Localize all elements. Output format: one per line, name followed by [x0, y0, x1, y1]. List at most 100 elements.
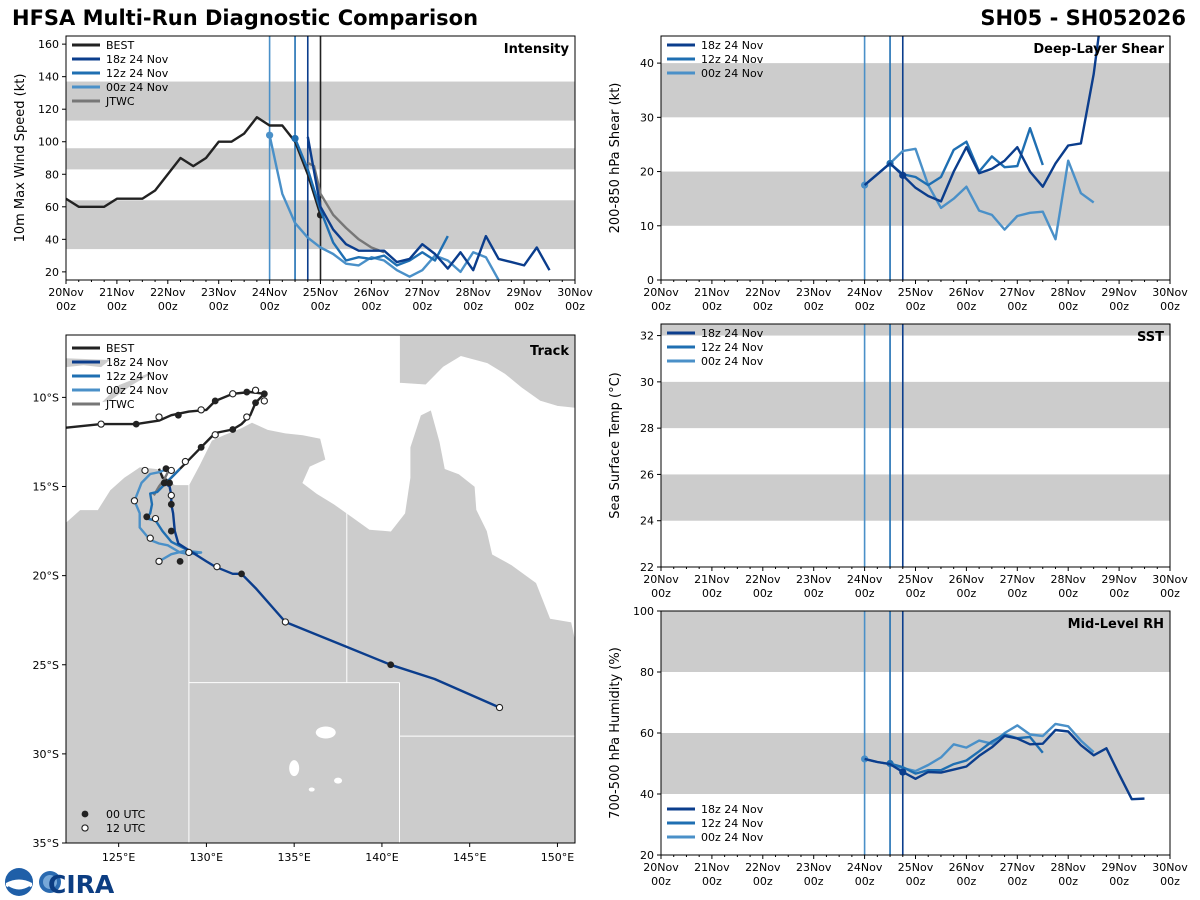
x-tick-label-hour: 00z: [209, 300, 229, 313]
x-tick-label-hour: 00z: [158, 300, 178, 313]
track-point-00utc: [160, 479, 168, 487]
island-gap: [206, 418, 233, 432]
x-tick-label-day: 21Nov: [694, 573, 730, 586]
x-tick-label-hour: 00z: [804, 875, 824, 888]
track-point-12utc: [281, 618, 290, 626]
x-tick-label-day: 20Nov: [48, 286, 84, 299]
x-tick-label-hour: 00z: [855, 587, 875, 600]
track-point-12utc: [146, 534, 154, 542]
map-frame: [65, 334, 576, 844]
legend-label: 12z 24 Nov: [106, 67, 169, 80]
x-tick-label-day: 25Nov: [898, 861, 934, 874]
legend-label: JTWC: [105, 95, 135, 108]
track-point-12utc: [181, 457, 190, 466]
x-tick-label-hour: 00z: [906, 587, 926, 600]
x-tick-label-day: 21Nov: [694, 861, 730, 874]
x-tick-label-day: 25Nov: [898, 286, 934, 299]
y-tick-label: 0: [647, 274, 654, 287]
legend-label: 00z 24 Nov: [701, 67, 764, 80]
x-tick-label-hour: 00z: [1058, 587, 1078, 600]
track-point-00utc: [132, 420, 140, 428]
y-axis-label: Sea Surface Temp (°C): [608, 372, 623, 519]
x-tick-label-hour: 00z: [1160, 587, 1180, 600]
threshold-band: [661, 381, 1170, 429]
panel-intensity: 20Nov00z21Nov00z22Nov00z23Nov00z24Nov00z…: [13, 35, 593, 313]
y-tick-label: 20: [640, 849, 654, 862]
legend-label: 00z 24 Nov: [701, 355, 764, 368]
x-tick-label-hour: 00z: [957, 587, 977, 600]
x-tick-label-day: 24Nov: [847, 286, 883, 299]
x-tick-label-day: 20Nov: [643, 573, 679, 586]
y-tick-label: 120: [38, 103, 59, 116]
track-point-12utc: [211, 431, 219, 439]
track-point-12utc: [251, 386, 260, 394]
x-tick-label-day: 28Nov: [1050, 861, 1086, 874]
x-tick-label-day: 25Nov: [898, 573, 934, 586]
y-tick-label: 20: [640, 166, 654, 179]
marker-legend-label: 00 UTC: [106, 808, 146, 821]
legend-label: 12z 24 Nov: [701, 53, 764, 66]
panel-rh: 20Nov00z21Nov00z22Nov00z23Nov00z24Nov00z…: [608, 605, 1188, 888]
track-point-12utc: [155, 413, 163, 421]
x-tick-label-day: 22Nov: [150, 286, 186, 299]
x-tick-label-day: 29Nov: [1101, 573, 1137, 586]
x-tick-label-day: 24Nov: [847, 573, 883, 586]
legend-marker-filled: [81, 810, 89, 818]
lake: [315, 726, 336, 739]
track-point-00utc: [387, 661, 395, 669]
x-tick-label-hour: 00z: [753, 300, 773, 313]
land-new-guinea: [399, 335, 575, 409]
x-tick-label-day: 27Nov: [1000, 573, 1036, 586]
x-tick-label-hour: 00z: [855, 300, 875, 313]
legend-label: 18z 24 Nov: [701, 327, 764, 340]
x-tick-label-hour: 00z: [107, 300, 127, 313]
x-tick-label-hour: 00z: [957, 875, 977, 888]
y-tick-label: 100: [633, 605, 654, 618]
series-line-18z-24-nov: [306, 136, 551, 272]
panel-track: 125°E 130°E 135°E 140°E 145°E 150°E 10°S 15°S 20…: [33, 334, 576, 864]
legend-label: BEST: [106, 342, 134, 355]
y-tick-label: 10: [640, 220, 654, 233]
track-point-00utc: [260, 390, 268, 398]
logo-text: CIRA: [48, 870, 114, 898]
track-point-00utc: [167, 527, 175, 535]
x-tick-label-hour: 00z: [412, 300, 432, 313]
track-point-12utc: [197, 406, 205, 414]
x-tick-label-day: 24Nov: [847, 861, 883, 874]
x-tick-label-day: 22Nov: [745, 573, 781, 586]
legend-label: 18z 24 Nov: [106, 356, 169, 369]
track-point-12utc: [229, 390, 237, 398]
x-tick-label-hour: 00z: [804, 587, 824, 600]
lat-tick-label: 25°S: [33, 659, 59, 672]
lon-tick-label: 135°E: [277, 851, 310, 864]
x-tick-label-day: 21Nov: [694, 286, 730, 299]
track-point-12utc: [495, 703, 504, 712]
legend-label: 00z 24 Nov: [106, 384, 169, 397]
y-tick-label: 30: [640, 111, 654, 124]
x-tick-label-hour: 00z: [56, 300, 76, 313]
x-tick-label-day: 30Nov: [557, 286, 593, 299]
x-tick-label-day: 23Nov: [201, 286, 237, 299]
x-tick-label-hour: 00z: [651, 875, 671, 888]
y-tick-label: 28: [640, 422, 654, 435]
x-tick-label-hour: 00z: [906, 875, 926, 888]
track-point-00utc: [197, 443, 205, 451]
x-tick-label-day: 27Nov: [1000, 861, 1036, 874]
x-tick-label-day: 28Nov: [1050, 573, 1086, 586]
x-tick-label-day: 20Nov: [643, 286, 679, 299]
storm-id: SH05 - SH052026: [980, 6, 1186, 30]
x-tick-label-hour: 00z: [1058, 875, 1078, 888]
x-tick-label-hour: 00z: [804, 300, 824, 313]
x-tick-label-hour: 00z: [1160, 875, 1180, 888]
track-point-00utc: [167, 500, 175, 508]
land-timor: [100, 370, 158, 404]
x-tick-label-hour: 00z: [1007, 587, 1027, 600]
legend-label: 12z 24 Nov: [701, 817, 764, 830]
x-tick-label-hour: 00z: [463, 300, 483, 313]
track-point-12utc: [260, 397, 268, 405]
x-tick-label-day: 24Nov: [252, 286, 288, 299]
y-tick-label: 40: [45, 233, 59, 246]
x-tick-label-hour: 00z: [565, 300, 585, 313]
legend-label: 18z 24 Nov: [106, 53, 169, 66]
